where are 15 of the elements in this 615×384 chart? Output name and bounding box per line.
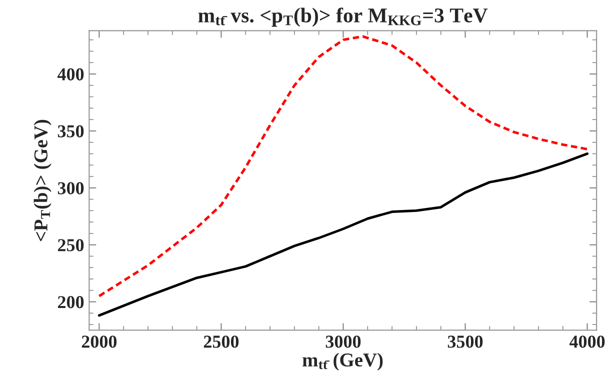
x-tick-label: 2500 [204, 336, 239, 348]
x-tick-label: 3000 [326, 336, 361, 348]
line-series [98, 152, 589, 317]
x-tick-label: 3500 [448, 336, 483, 348]
y-axis-title: <P$_{T}$(b)> (GeV) [34, 120, 52, 242]
line-series [98, 35, 589, 298]
x-tick-label: 2000 [82, 336, 117, 348]
y-tick-label: 200 [58, 296, 84, 308]
y-tick-label: 300 [58, 182, 84, 194]
y-tick-label: 400 [57, 68, 84, 80]
x-tick-label: 4000 [569, 336, 605, 348]
y-tick-label: 250 [58, 239, 84, 252]
chart-title: m$_{tt̄}$ vs. <p$_{T}$(b)> for M$_{KKG}$=3 TeV [198, 8, 488, 27]
x-axis-title: m$_{tt̄}$ (GeV) [302, 352, 383, 370]
y-tick-label: 350 [58, 125, 84, 138]
